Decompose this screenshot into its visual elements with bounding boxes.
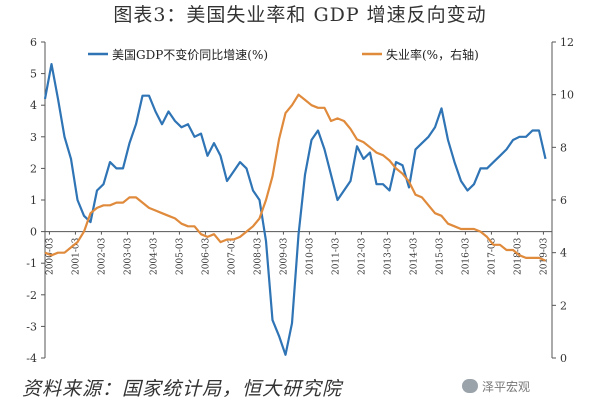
right-y-tick-label: 8 <box>560 141 567 154</box>
legend-label-gdp: 美国GDP不变价同比增速(%) <box>112 47 268 62</box>
x-tick-label: 2014-03 <box>409 237 419 275</box>
chart-title: 图表3：美国失业率和 GDP 增速反向变动 <box>113 4 487 26</box>
x-tick-label: 2006-03 <box>201 237 211 275</box>
x-tick-label: 2018-03 <box>513 237 523 275</box>
chart-area: -4 -3 -2 -1 0 1 2 3 4 5 6 0 2 4 6 8 10 12 2000-03 2001-03 20… <box>0 30 600 370</box>
source-note: 资料来源：国家统计局，恒大研究院 <box>22 378 343 400</box>
footer: 资料来源：国家统计局，恒大研究院 泽平宏观 <box>0 370 600 400</box>
x-tick-label: 2005-03 <box>175 237 185 275</box>
x-tick-label: 2019-03 <box>539 237 549 275</box>
x-tick-label: 2001-03 <box>71 237 81 275</box>
right-y-tick-label: 2 <box>560 299 567 312</box>
series-line-unemployment <box>44 93 546 262</box>
left-y-tick-label: 5 <box>30 68 37 81</box>
x-tick-label: 2008-03 <box>253 237 263 275</box>
left-y-tick-label: 3 <box>30 131 37 144</box>
left-y-tick-label: -2 <box>26 289 37 302</box>
left-y-tick-label: 0 <box>30 226 37 239</box>
right-y-tick-label: 12 <box>560 36 574 49</box>
left-y-tick-label: 6 <box>30 36 37 49</box>
right-y-tick-label: 0 <box>560 352 567 365</box>
x-tick-label: 2017-03 <box>487 237 497 275</box>
x-tick-label: 2015-03 <box>435 237 445 275</box>
x-tick-label: 2002-03 <box>97 237 107 275</box>
x-tick-label: 2003-03 <box>123 237 133 275</box>
left-y-tick-label: -4 <box>26 352 37 365</box>
right-y-tick-label: 4 <box>560 247 567 260</box>
x-tick-label: 2011-03 <box>331 237 341 275</box>
watermark: 泽平宏观 <box>462 376 530 396</box>
left-y-tick-label: 4 <box>30 99 37 112</box>
x-tick-label: 2007-03 <box>227 237 237 275</box>
x-tick-label: 2013-03 <box>383 237 393 275</box>
left-y-tick-label: -3 <box>26 320 37 333</box>
x-tick-label: 2010-03 <box>305 237 315 275</box>
wechat-icon <box>462 379 478 393</box>
right-y-tick-label: 6 <box>560 194 567 207</box>
x-tick-label: 2009-03 <box>279 237 289 275</box>
x-tick-label: 2016-03 <box>461 237 471 275</box>
right-y-tick-label: 10 <box>560 89 574 102</box>
left-y-tick-label: 2 <box>30 162 37 175</box>
watermark-text: 泽平宏观 <box>482 379 531 394</box>
series-line-gdp <box>43 62 547 356</box>
x-tick-label: 2012-03 <box>357 237 367 275</box>
left-y-tick-label: -1 <box>26 257 37 270</box>
legend-label-unemployment: 失业率(%，右轴) <box>386 47 479 62</box>
x-tick-label: 2004-03 <box>149 237 159 275</box>
x-tick-label: 2000-03 <box>45 237 55 275</box>
left-y-tick-label: 1 <box>30 194 37 207</box>
